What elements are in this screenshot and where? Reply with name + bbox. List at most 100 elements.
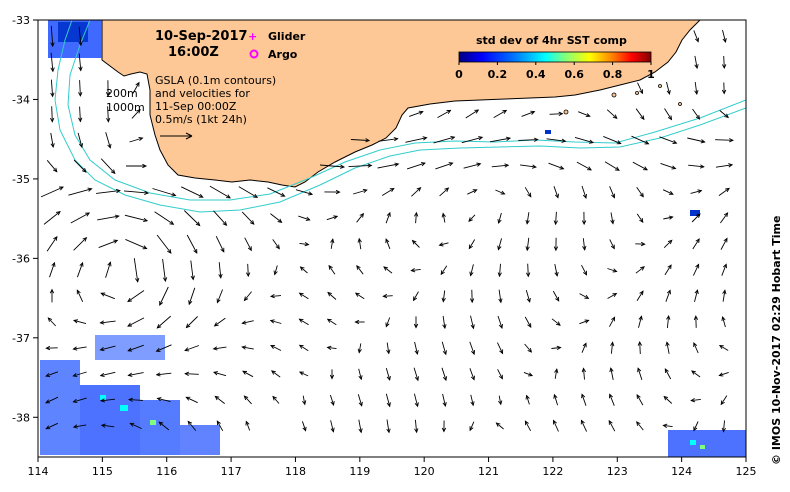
velocity-arrow bbox=[520, 164, 536, 168]
velocity-arrow-head bbox=[720, 400, 725, 406]
velocity-arrow bbox=[242, 320, 254, 324]
velocity-arrow bbox=[435, 162, 453, 170]
velocity-arrow-head bbox=[614, 166, 620, 171]
velocity-arrow bbox=[554, 264, 558, 276]
velocity-arrow-head bbox=[422, 136, 428, 141]
velocity-arrow bbox=[124, 214, 148, 222]
velocity-arrow-head bbox=[105, 91, 111, 97]
velocity-arrow bbox=[330, 420, 334, 432]
velocity-arrow-head bbox=[498, 323, 503, 329]
velocity-arrow-head bbox=[587, 166, 592, 171]
velocity-arrow-head bbox=[82, 236, 88, 242]
velocity-arrow-head bbox=[187, 420, 193, 426]
velocity-arrow-head bbox=[413, 323, 419, 329]
velocity-arrow bbox=[327, 346, 337, 350]
velocity-arrow bbox=[524, 316, 532, 328]
velocity-arrow-head bbox=[695, 213, 701, 218]
velocity-arrow-head bbox=[662, 423, 668, 428]
y-tick-label: -34 bbox=[12, 93, 30, 106]
colorbar bbox=[458, 51, 652, 63]
velocity-arrow bbox=[694, 289, 698, 303]
velocity-arrow-head bbox=[691, 370, 696, 375]
velocity-arrow bbox=[123, 190, 149, 194]
velocity-arrow-head bbox=[469, 271, 474, 277]
sst-patch bbox=[80, 385, 140, 455]
velocity-arrow-head bbox=[722, 263, 727, 269]
velocity-arrow bbox=[357, 394, 363, 406]
velocity-arrow-head bbox=[100, 423, 106, 428]
velocity-arrow-head bbox=[582, 193, 587, 199]
velocity-arrow bbox=[518, 139, 538, 141]
velocity-arrow-head bbox=[420, 162, 426, 167]
velocity-arrow-head bbox=[440, 270, 445, 276]
velocity-arrow-head bbox=[386, 349, 391, 355]
velocity-arrow bbox=[579, 319, 589, 325]
island bbox=[678, 102, 682, 106]
velocity-arrow-head bbox=[555, 321, 561, 326]
velocity-arrow bbox=[608, 420, 616, 432]
velocity-arrow-head bbox=[72, 372, 78, 378]
velocity-arrow-head bbox=[78, 117, 83, 123]
scale-arrow-head bbox=[185, 132, 193, 140]
velocity-arrow-head bbox=[298, 318, 304, 323]
velocity-arrow bbox=[298, 215, 310, 221]
y-tick-label: -33 bbox=[12, 14, 30, 27]
velocity-arrow-head bbox=[354, 292, 360, 297]
velocity-arrow-head bbox=[135, 81, 140, 87]
velocity-arrow bbox=[441, 341, 447, 355]
velocity-arrow-head bbox=[246, 272, 251, 278]
velocity-arrow-head bbox=[583, 270, 587, 276]
velocity-arrow-head bbox=[693, 342, 698, 348]
velocity-arrow bbox=[181, 186, 203, 198]
velocity-arrow-head bbox=[672, 139, 678, 145]
colorbar-tick-label: 0.8 bbox=[603, 68, 623, 81]
velocity-arrow bbox=[636, 213, 644, 223]
velocity-arrow bbox=[100, 158, 116, 174]
velocity-arrow bbox=[693, 342, 699, 354]
velocity-arrow-head bbox=[245, 420, 250, 426]
velocity-arrow-head bbox=[253, 193, 259, 198]
velocity-arrow-head bbox=[386, 375, 391, 381]
velocity-arrow bbox=[45, 371, 59, 377]
isobath-1000m-label: 1000m bbox=[106, 101, 145, 114]
velocity-arrow bbox=[719, 110, 729, 118]
velocity-arrow-head bbox=[666, 289, 671, 295]
velocity-arrow-head bbox=[386, 402, 391, 408]
velocity-arrow bbox=[385, 212, 391, 224]
argo-legend-label: Argo bbox=[268, 48, 298, 61]
velocity-arrow bbox=[441, 367, 447, 381]
velocity-arrow-head bbox=[49, 288, 55, 294]
velocity-arrow-head bbox=[581, 393, 586, 399]
sst-patch bbox=[180, 425, 220, 455]
velocity-arrow-head bbox=[611, 316, 616, 322]
velocity-arrow bbox=[694, 81, 698, 95]
velocity-arrow-head bbox=[358, 401, 363, 407]
velocity-arrow bbox=[327, 292, 337, 300]
x-tick-label: 123 bbox=[607, 465, 628, 478]
velocity-arrow-head bbox=[414, 428, 419, 434]
velocity-arrow bbox=[78, 53, 82, 71]
velocity-arrow bbox=[378, 138, 398, 142]
velocity-arrow bbox=[131, 109, 141, 119]
velocity-arrow-head bbox=[155, 372, 161, 377]
velocity-arrow bbox=[358, 419, 362, 433]
glider-legend-label: Glider bbox=[268, 30, 306, 43]
velocity-arrow-head bbox=[241, 320, 247, 325]
velocity-arrow-head bbox=[412, 296, 418, 302]
velocity-arrow bbox=[381, 188, 395, 196]
velocity-arrow bbox=[128, 372, 144, 376]
velocity-arrow bbox=[68, 188, 92, 196]
velocity-arrow-head bbox=[214, 395, 220, 401]
sst-patch bbox=[545, 130, 551, 134]
velocity-arrow bbox=[184, 345, 200, 351]
velocity-arrow bbox=[610, 212, 614, 224]
velocity-arrow bbox=[105, 132, 111, 148]
velocity-arrow-head bbox=[272, 395, 277, 401]
velocity-arrow-head bbox=[158, 421, 164, 426]
velocity-arrow bbox=[353, 189, 367, 195]
velocity-arrow bbox=[299, 242, 309, 246]
velocity-arrow-head bbox=[530, 110, 536, 115]
island bbox=[563, 109, 569, 115]
velocity-arrow-head bbox=[171, 192, 177, 197]
velocity-arrow-head bbox=[386, 428, 391, 434]
